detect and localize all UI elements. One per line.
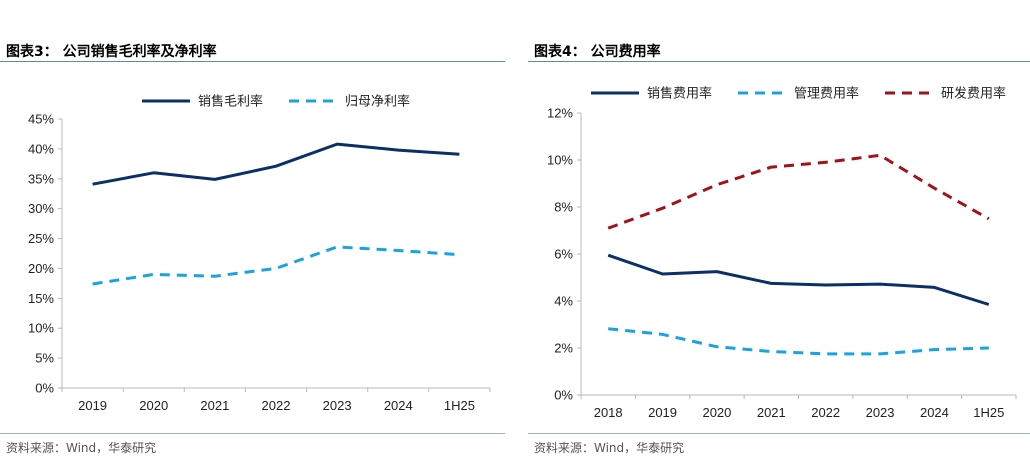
figure-4-title: 图表4： 公司费用率 <box>534 44 661 60</box>
y-tick-label: 10% <box>28 321 54 336</box>
y-tick-label: 45% <box>28 112 54 127</box>
figure-3-chart: 0% 5% 10% 15% 20% 25% 30% 35% 40% 45% 2019 2020 2021… <box>28 94 491 413</box>
y-tick-label: 4% <box>554 294 573 309</box>
series-line-3 <box>607 153 990 230</box>
y-tick-label: 30% <box>28 201 54 216</box>
legend-label-2: 归母净利率 <box>345 94 410 109</box>
legend-label-1: 销售费用率 <box>647 86 712 101</box>
figure-3-source-rule <box>0 433 505 434</box>
x-tick-label: 1H25 <box>973 405 1004 420</box>
series-line-1 <box>607 253 990 306</box>
y-tick-label: 35% <box>28 171 54 186</box>
figure-3-source: 资料来源：Wind，华泰研究 <box>6 441 157 455</box>
legend-label-1: 销售毛利率 <box>198 94 263 109</box>
y-tick-label: 6% <box>554 247 573 262</box>
x-tick-label: 2020 <box>702 405 731 420</box>
x-tick-label: 2018 <box>594 405 623 420</box>
y-tick-label: 25% <box>28 231 54 246</box>
x-tick-label: 2019 <box>78 398 107 413</box>
y-tick-label: 20% <box>28 261 54 276</box>
y-tick-label: 15% <box>28 291 54 306</box>
y-tick-label: 40% <box>28 141 54 156</box>
x-tick-label: 2022 <box>811 405 840 420</box>
figure-4-source: 资料来源：Wind，华泰研究 <box>534 441 685 455</box>
x-tick-label: 2021 <box>757 405 786 420</box>
series-line-2 <box>608 327 989 356</box>
figure-3-title-rule <box>0 61 505 62</box>
figure-4-chart: 0% 2% 4% 6% 8% 10% 12% 2018 2019 2020 2021 2022 2023… <box>547 86 1017 420</box>
x-tick-label: 2020 <box>139 398 168 413</box>
y-tick-label: 5% <box>35 351 54 366</box>
legend-label-3: 研发费用率 <box>941 86 1006 101</box>
figure-3-panel: 图表3： 公司销售毛利率及净利率 0% 5% 10% 15% 20% 25% 30% 35% 4… <box>0 0 505 460</box>
x-tick-label: 1H25 <box>444 398 475 413</box>
legend-label-2: 管理费用率 <box>794 86 859 101</box>
x-tick-label: 2023 <box>323 398 352 413</box>
y-tick-label: 8% <box>554 200 573 215</box>
figure-3-title: 图表3： 公司销售毛利率及净利率 <box>6 44 217 60</box>
x-tick-label: 2024 <box>920 405 949 420</box>
figure-4-panel: 图表4： 公司费用率 0% 2% 4% 6% 8% 10% 12% 2018 2019 2020 2… <box>528 0 1030 460</box>
y-tick-label: 2% <box>554 341 573 356</box>
y-tick-label: 0% <box>554 388 573 403</box>
x-tick-label: 2024 <box>384 398 413 413</box>
x-tick-label: 2021 <box>200 398 229 413</box>
y-tick-label: 0% <box>35 381 54 396</box>
x-tick-label: 2019 <box>648 405 677 420</box>
x-tick-label: 2022 <box>262 398 291 413</box>
y-tick-label: 12% <box>547 106 573 121</box>
y-tick-label: 10% <box>547 153 573 168</box>
series-line-1 <box>92 142 460 186</box>
series-line-2 <box>92 245 460 286</box>
figure-4-title-rule <box>528 61 1030 62</box>
x-tick-label: 2023 <box>866 405 895 420</box>
figure-4-source-rule <box>528 433 1030 434</box>
